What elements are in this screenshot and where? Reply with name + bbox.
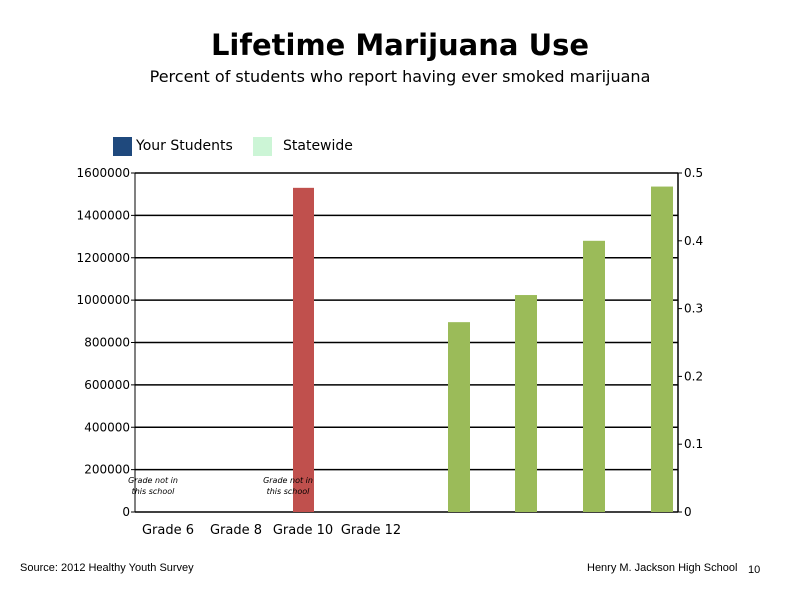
x-tick-label: Grade 10	[273, 523, 333, 538]
left-tick-label: 400000	[84, 420, 130, 434]
left-tick-label: 0	[122, 505, 130, 519]
left-tick-label: 200000	[84, 463, 130, 477]
bar-statewide	[448, 322, 470, 512]
x-tick-label: Grade 12	[341, 523, 401, 538]
annotation-text: Grade not in	[263, 476, 313, 485]
right-tick-label: 0	[684, 505, 692, 519]
left-tick-label: 1400000	[77, 208, 130, 222]
right-tick-label: 0.1	[684, 437, 703, 451]
x-tick-label: Grade 8	[210, 523, 262, 538]
left-tick-label: 1000000	[77, 293, 130, 307]
left-tick-label: 1600000	[77, 166, 130, 180]
bar-your-students	[293, 187, 314, 513]
left-tick-label: 600000	[84, 378, 130, 392]
annotation-text: this school	[267, 487, 311, 496]
legend-swatch-your-students	[113, 137, 132, 156]
page-number: 10	[748, 564, 761, 576]
annotation-text: Grade not in	[128, 476, 178, 485]
x-tick-label: Grade 6	[142, 523, 194, 538]
left-tick-label: 800000	[84, 336, 130, 350]
source-note: Source: 2012 Healthy Youth Survey	[20, 562, 194, 574]
legend-label-your-students: Your Students	[136, 138, 233, 154]
right-tick-label: 0.3	[684, 302, 703, 316]
legend-swatch-statewide	[253, 137, 272, 156]
annotation-text: this school	[132, 487, 176, 496]
right-tick-label: 0.5	[684, 166, 703, 180]
school-name: Henry M. Jackson High School	[587, 562, 738, 574]
left-tick-label: 1200000	[77, 251, 130, 265]
bar-statewide	[515, 295, 537, 512]
chart-subtitle: Percent of students who report having ev…	[149, 67, 651, 86]
right-tick-label: 0.2	[684, 369, 703, 383]
chart-title: Lifetime Marijuana Use	[210, 28, 590, 62]
bar-statewide	[583, 240, 605, 513]
right-tick-label: 0.4	[684, 234, 703, 248]
bar-statewide	[651, 186, 673, 512]
legend-label-statewide: Statewide	[283, 138, 353, 154]
